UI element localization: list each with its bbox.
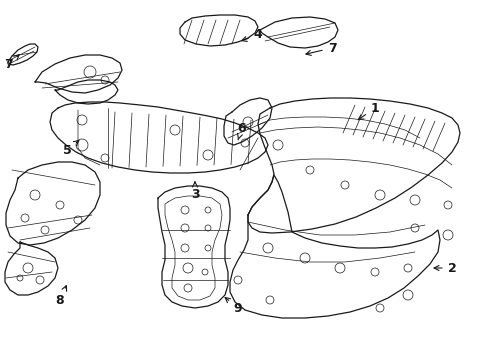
Text: 2: 2: [434, 261, 456, 274]
Text: 9: 9: [225, 297, 243, 315]
Text: 4: 4: [242, 28, 262, 41]
Text: 7: 7: [306, 41, 336, 55]
Text: 6: 6: [238, 122, 246, 140]
Text: 7: 7: [3, 55, 19, 72]
Text: 3: 3: [191, 182, 199, 202]
Text: 8: 8: [56, 286, 67, 306]
Text: 1: 1: [358, 102, 379, 120]
Text: 5: 5: [63, 140, 79, 157]
